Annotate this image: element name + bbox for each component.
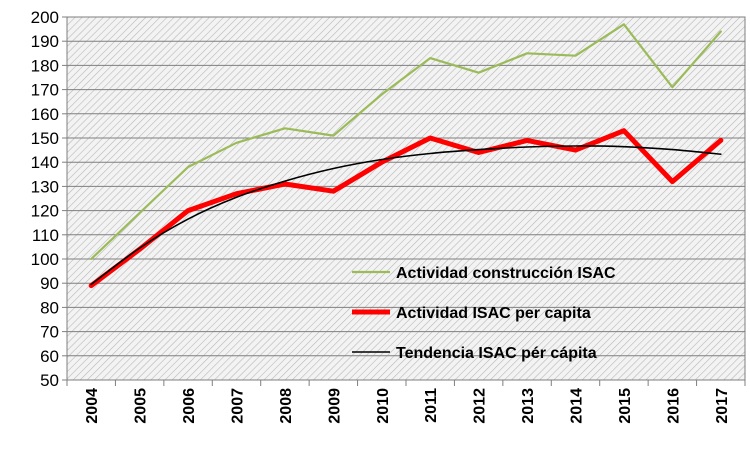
plot-area [67,17,745,380]
xtick-label-2012: 2012 [472,388,489,424]
xtick-label-2017: 2017 [714,388,731,424]
series-line-per-capita [88,128,724,289]
ytick-label-60: 60 [40,347,59,366]
xtick-label-2006: 2006 [181,388,198,424]
ytick-label-100: 100 [31,250,59,269]
ytick-label-120: 120 [31,202,59,221]
ytick-label-110: 110 [32,226,59,245]
legend: Actividad construcción ISAC Actividad ISA… [352,265,616,362]
legend-label-tendencia: Tendencia ISAC pér cápita [396,345,597,362]
xtick-label-2011: 2011 [423,388,440,423]
legend-label-construccion: Actividad construcción ISAC [396,265,616,282]
ytick-label-80: 80 [40,298,59,317]
series-lines [88,23,724,289]
ytick-label-50: 50 [40,371,59,390]
ytick-label-70: 70 [40,323,59,342]
xtick-label-2010: 2010 [375,388,392,424]
series-line-tendencia [90,145,722,286]
ytick-label-140: 140 [31,153,59,172]
ytick-label-90: 90 [40,274,59,293]
ytick-label-200: 200 [31,8,59,27]
legend-label-per-capita: Actividad ISAC per capita [396,305,591,322]
ytick-label-150: 150 [31,129,59,148]
ytick-label-170: 170 [31,81,59,100]
xtick-label-2005: 2005 [133,388,150,424]
xtick-label-2007: 2007 [230,388,247,424]
xtick-label-2014: 2014 [569,388,586,424]
ytick-label-130: 130 [31,177,59,196]
xtick-label-2009: 2009 [326,388,343,424]
xtick-label-2015: 2015 [617,388,634,424]
y-axis: 50 60 70 80 90 100 110 120 130 140 150 160 170 180 190… [31,8,67,390]
xtick-label-2004: 2004 [84,388,101,424]
x-axis: 2004 2005 2006 2007 2008 2009 2010 2011 2012 2013… [66,380,746,424]
xtick-label-2016: 2016 [665,388,682,424]
series-line-construccion [90,23,722,261]
xtick-label-2008: 2008 [278,388,295,424]
ytick-label-160: 160 [31,105,59,124]
xtick-label-2013: 2013 [520,388,537,424]
gridlines [66,16,746,381]
ytick-label-180: 180 [31,56,59,75]
ytick-label-190: 190 [31,32,59,51]
